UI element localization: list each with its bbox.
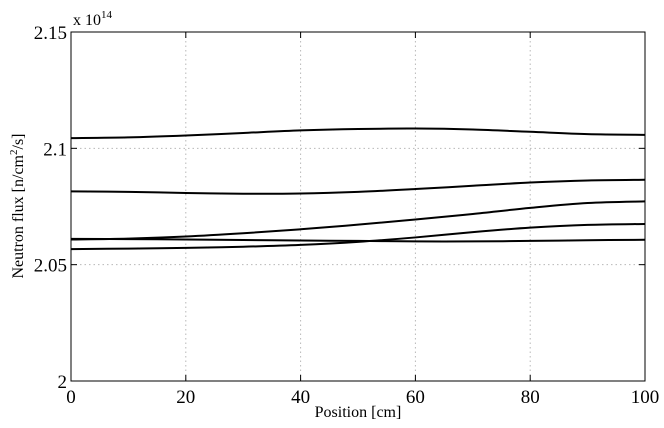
plot-area bbox=[71, 32, 645, 381]
series-line-5 bbox=[70, 237, 646, 243]
y-multiplier-label: x 1014 bbox=[73, 9, 113, 29]
y-tick-label: 2.15 bbox=[34, 23, 67, 44]
y-multiplier-exponent: 14 bbox=[101, 9, 113, 21]
y-tick-label: 2.1 bbox=[43, 139, 67, 160]
y-multiplier-base: x 10 bbox=[73, 12, 101, 29]
series-line-1 bbox=[70, 127, 646, 140]
series-lines bbox=[70, 127, 646, 251]
y-tick-labels: 2 2.05 2.1 2.15 bbox=[34, 23, 67, 393]
y-axis-label: Neutron flux [n/cm2/s] bbox=[8, 133, 27, 278]
y-axis-label-main: Neutron flux [n/cm bbox=[10, 154, 27, 278]
x-tick-label: 0 bbox=[66, 387, 76, 408]
y-axis-label-superscript: 2 bbox=[8, 149, 20, 155]
x-tick-labels: 0 20 40 60 80 100 bbox=[66, 387, 659, 408]
axes-frame bbox=[70, 31, 646, 382]
tick-marks bbox=[70, 31, 646, 382]
x-tick-label: 20 bbox=[176, 387, 195, 408]
x-tick-label: 60 bbox=[406, 387, 425, 408]
y-tick-label: 2 bbox=[58, 372, 68, 393]
y-axis-label-tail: /s] bbox=[10, 133, 27, 149]
grid-lines bbox=[71, 32, 645, 381]
x-tick-label: 80 bbox=[521, 387, 540, 408]
x-tick-label: 40 bbox=[291, 387, 310, 408]
x-axis-label: Position [cm] bbox=[315, 404, 402, 421]
series-line-3 bbox=[70, 200, 646, 241]
x-tick-label: 100 bbox=[631, 387, 660, 408]
y-tick-label: 2.05 bbox=[34, 256, 67, 277]
series-line-2 bbox=[70, 178, 646, 195]
